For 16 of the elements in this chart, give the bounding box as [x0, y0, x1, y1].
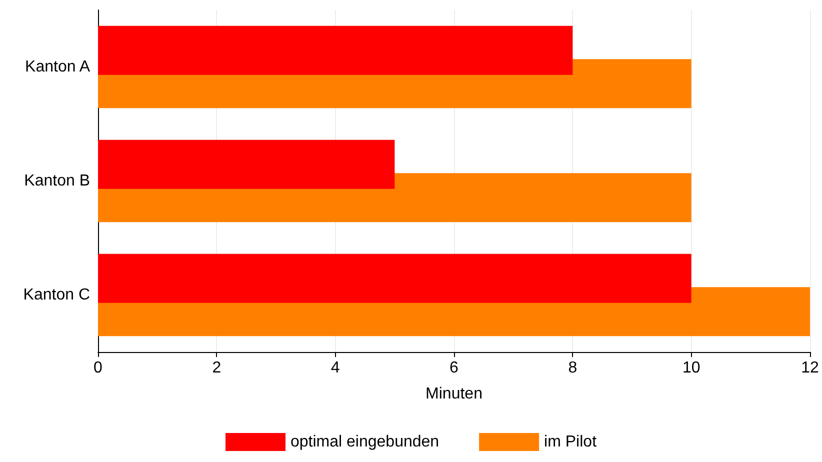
x-tick-label: 2: [212, 360, 222, 376]
x-tick-label: 8: [568, 360, 578, 376]
bar: [98, 254, 692, 303]
legend-label: optimal eingebunden: [290, 434, 440, 450]
x-tick-label: 4: [330, 360, 340, 376]
x-tick-label: 12: [801, 360, 819, 376]
y-tick-label: Kanton C: [23, 286, 90, 304]
x-tick-label: 0: [94, 360, 103, 376]
x-tick-label: 6: [450, 360, 459, 376]
x-axis-title: Minuten: [426, 386, 482, 402]
y-tick-label: Kanton A: [25, 58, 90, 76]
bar: [98, 26, 573, 75]
bar: [98, 140, 395, 189]
y-tick-label: Kanton B: [24, 172, 90, 190]
legend-label: im Pilot: [544, 434, 598, 450]
x-tick-label: 10: [682, 360, 700, 376]
